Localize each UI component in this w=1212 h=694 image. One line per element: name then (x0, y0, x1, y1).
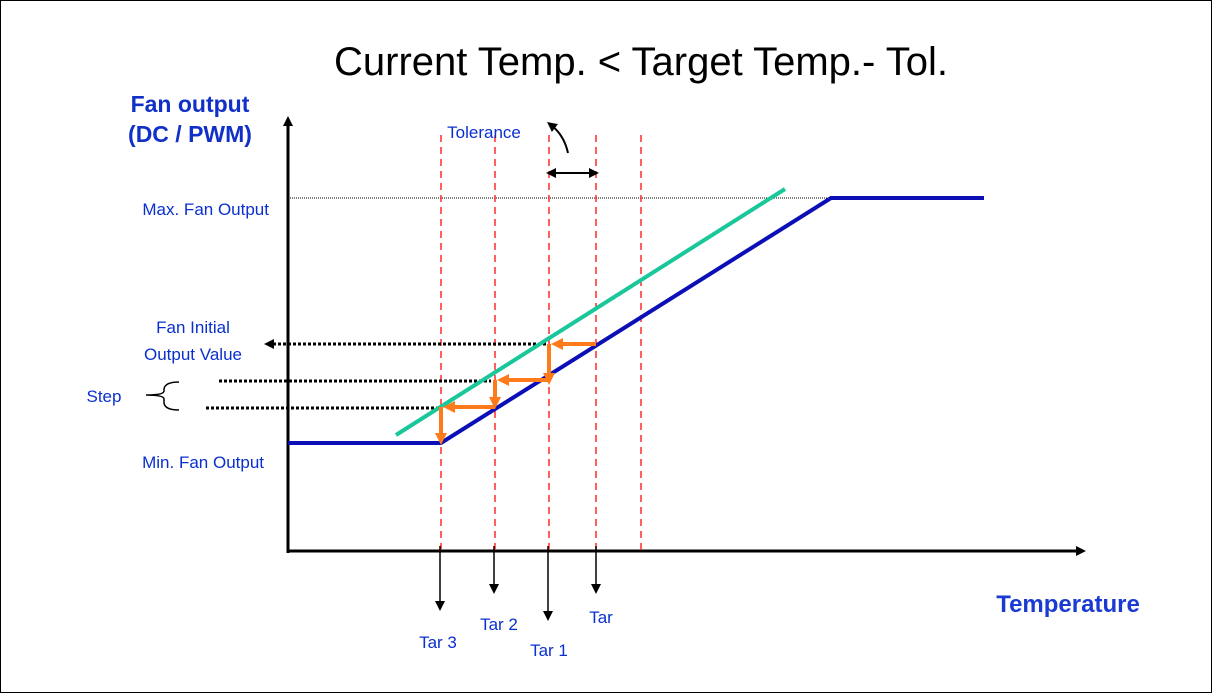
guide-lines (206, 339, 546, 410)
tolerance-label: Tolerance (447, 123, 521, 142)
tar2-label: Tar 2 (480, 615, 518, 634)
green-offset-line (394, 187, 787, 437)
tar3-label: Tar 3 (419, 633, 457, 652)
diagram-title: Current Temp. < Target Temp.- Tol. (334, 40, 948, 84)
fan-output-curve (288, 196, 984, 445)
step-label: Step (87, 387, 122, 406)
tolerance-pointer-arrow (547, 121, 569, 154)
fan-initial-label-line2: Output Value (144, 345, 242, 364)
tar-label: Tar (589, 608, 613, 627)
y-axis-label-line1: Fan output (131, 91, 250, 117)
step-path (435, 338, 596, 445)
step-brace (145, 381, 180, 411)
tar1-label: Tar 1 (530, 641, 568, 660)
y-axis-label-line2: (DC / PWM) (128, 121, 252, 147)
max-fan-output-label: Max. Fan Output (142, 200, 269, 219)
target-down-arrows (435, 546, 601, 621)
min-fan-output-label: Min. Fan Output (142, 453, 264, 472)
x-axis-label: Temperature (996, 591, 1140, 618)
fan-initial-label-line1: Fan Initial (156, 318, 230, 337)
